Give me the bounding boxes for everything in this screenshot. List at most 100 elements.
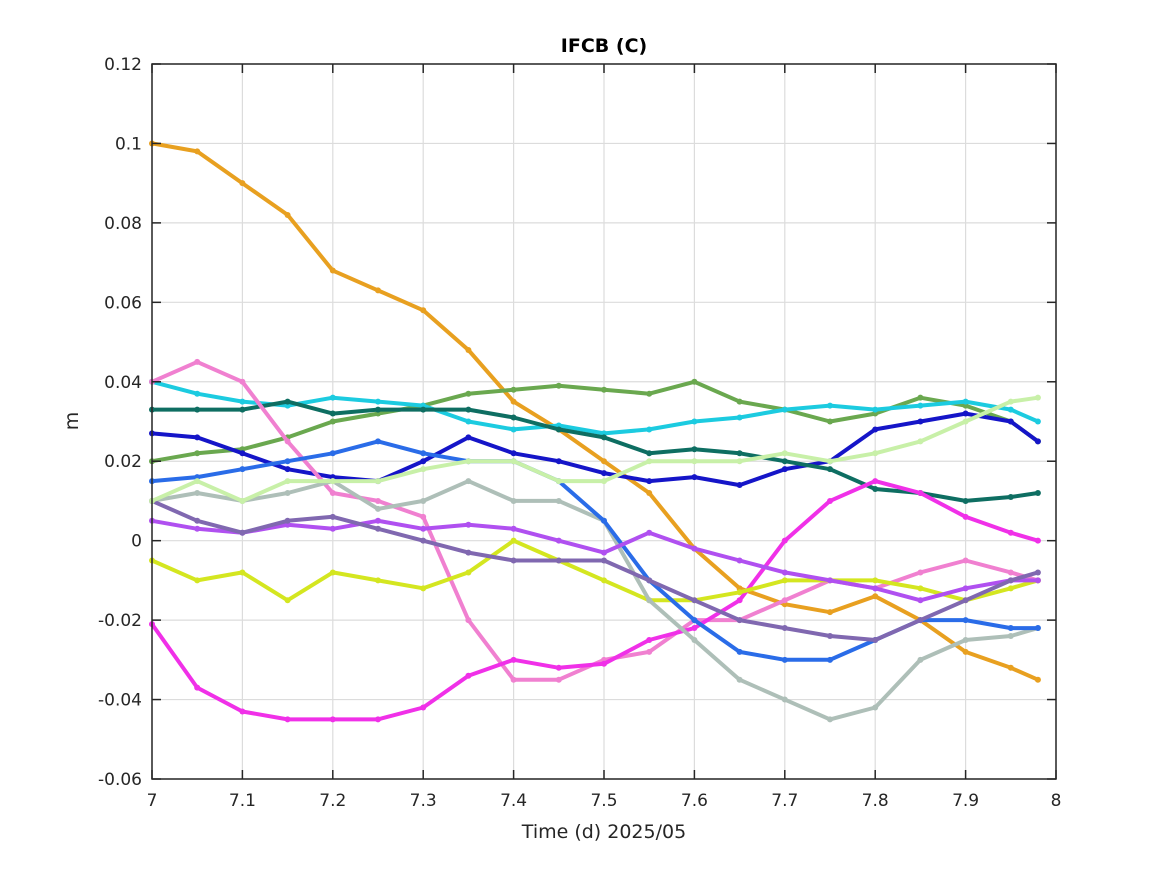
data-point: [375, 505, 381, 512]
x-tick-label: 7.8: [862, 791, 889, 811]
data-point: [510, 557, 517, 564]
data-point: [375, 287, 381, 294]
data-point: [465, 390, 472, 397]
data-point: [962, 398, 969, 405]
data-point: [465, 458, 472, 465]
data-point: [962, 597, 969, 604]
data-point: [329, 716, 336, 723]
data-point: [827, 577, 833, 584]
data-point: [917, 490, 924, 496]
data-point: [420, 585, 427, 592]
data-point: [329, 267, 336, 274]
y-tick-label: 0: [131, 532, 142, 552]
data-point: [1007, 529, 1014, 536]
data-point: [420, 497, 427, 504]
data-point: [872, 478, 879, 485]
data-point: [646, 426, 653, 433]
data-point: [781, 537, 788, 544]
series-5: [149, 398, 1041, 504]
data-point: [239, 398, 246, 405]
x-tick-label: 7.3: [410, 791, 437, 811]
series-12: [149, 497, 1041, 643]
data-point: [375, 525, 381, 532]
data-point: [872, 585, 879, 592]
data-point: [691, 446, 698, 453]
data-point: [781, 458, 788, 465]
data-point: [465, 521, 472, 528]
data-point: [555, 478, 562, 485]
data-point: [510, 426, 517, 433]
data-point: [1007, 633, 1014, 639]
data-point: [781, 466, 788, 473]
data-point: [420, 704, 427, 711]
x-axis-label: Time (d) 2025/05: [521, 821, 686, 843]
data-point: [872, 636, 879, 643]
data-point: [375, 478, 381, 485]
data-point: [194, 490, 201, 496]
data-point: [691, 418, 698, 425]
data-point: [1007, 493, 1014, 500]
data-point: [194, 517, 201, 524]
data-point: [1007, 418, 1014, 425]
data-point: [781, 656, 788, 663]
data-point: [1034, 569, 1041, 576]
data-point: [691, 617, 698, 624]
data-point: [510, 537, 517, 544]
data-point: [646, 478, 653, 485]
data-point: [510, 656, 517, 663]
data-point: [510, 525, 517, 532]
data-point: [465, 347, 472, 353]
x-tick-label: 7.7: [771, 791, 798, 811]
data-point: [420, 406, 427, 413]
series-layer: [149, 140, 1041, 723]
data-point: [555, 458, 562, 465]
data-point: [872, 406, 879, 413]
data-point: [194, 358, 201, 365]
data-point: [420, 513, 427, 520]
data-point: [736, 482, 743, 489]
data-point: [736, 557, 743, 564]
data-point: [872, 577, 879, 584]
data-point: [194, 406, 201, 413]
data-point: [375, 497, 381, 504]
y-tick-label: -0.04: [98, 691, 142, 711]
data-point: [736, 414, 743, 421]
data-point: [465, 418, 472, 425]
data-point: [329, 569, 336, 576]
data-point: [917, 394, 924, 401]
x-tick-label: 7.6: [681, 791, 708, 811]
data-point: [601, 549, 607, 556]
data-point: [962, 648, 969, 655]
data-point: [646, 450, 653, 457]
data-point: [646, 490, 653, 496]
data-point: [781, 569, 788, 576]
data-point: [375, 577, 381, 584]
data-point: [962, 513, 969, 520]
data-point: [827, 716, 833, 723]
data-point: [736, 458, 743, 465]
data-point: [646, 390, 653, 397]
x-tick-label: 7: [147, 791, 158, 811]
data-point: [1034, 625, 1041, 632]
data-point: [194, 390, 201, 397]
data-point: [691, 597, 698, 604]
y-tick-label: -0.06: [98, 770, 142, 790]
data-point: [827, 458, 833, 465]
data-point: [872, 593, 879, 600]
data-point: [601, 517, 607, 524]
data-point: [917, 617, 924, 624]
data-point: [510, 497, 517, 504]
data-point: [1034, 394, 1041, 401]
data-point: [284, 466, 291, 473]
y-axis-label: m: [61, 412, 83, 431]
data-point: [917, 656, 924, 663]
data-point: [646, 458, 653, 465]
data-point: [465, 434, 472, 441]
data-point: [1007, 625, 1014, 632]
data-point: [284, 438, 291, 445]
data-point: [1034, 537, 1041, 544]
data-point: [736, 676, 743, 683]
data-point: [555, 557, 562, 564]
data-point: [827, 402, 833, 409]
data-point: [194, 434, 201, 441]
